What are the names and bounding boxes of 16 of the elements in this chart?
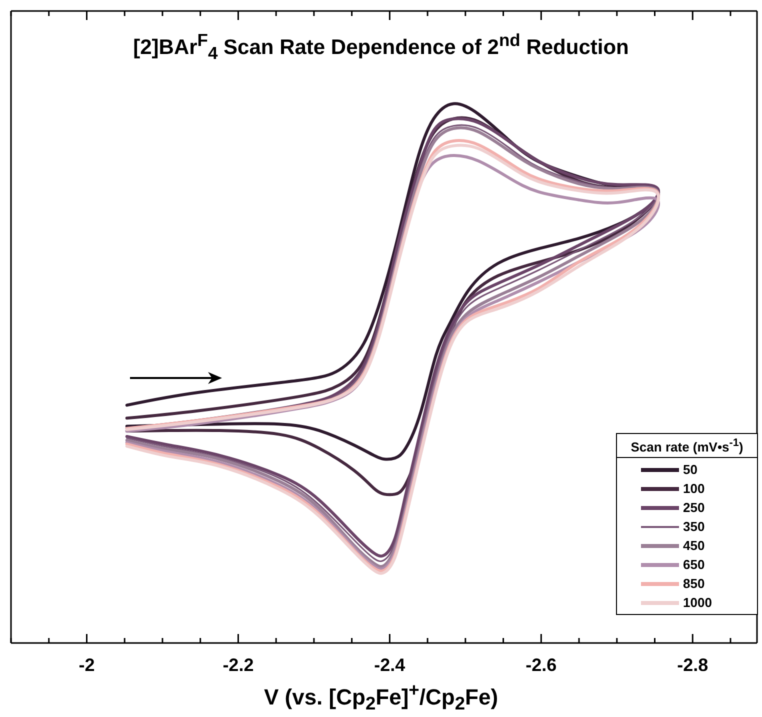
legend-label: 450 xyxy=(683,538,705,553)
x-tick-label: -2.8 xyxy=(677,655,708,675)
legend-label: 650 xyxy=(683,557,705,572)
legend-label: 1000 xyxy=(683,595,712,610)
legend-label: 250 xyxy=(683,500,705,515)
legend-label: 50 xyxy=(683,462,698,477)
x-axis-title: V (vs. [Cp$_{2}$Fe]$^{+}$/Cp$_{2}$Fe) xyxy=(262,679,500,715)
legend-label: 350 xyxy=(683,519,705,534)
x-tick-label: -2 xyxy=(78,655,95,675)
legend-title: Scan rate (mV•s$^{-1}$) xyxy=(617,434,757,458)
x-tick-label: -2.6 xyxy=(526,655,557,675)
legend-label: 100 xyxy=(683,481,705,496)
x-tick-label: -2.4 xyxy=(374,655,406,675)
x-tick-label: -2.2 xyxy=(222,655,254,675)
chart-title: [2]BAr$^{F}$$_{4}$ Scan Rate Dependence of 2$^{nd}$ Reduction xyxy=(132,30,630,64)
legend-label: 850 xyxy=(683,576,705,591)
